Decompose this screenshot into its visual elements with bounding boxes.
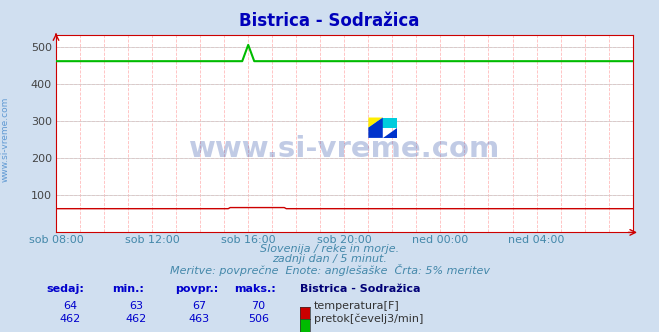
Text: min.:: min.: (112, 284, 144, 294)
Text: pretok[čevelj3/min]: pretok[čevelj3/min] (314, 314, 423, 324)
Text: 64: 64 (63, 301, 78, 311)
Text: www.si-vreme.com: www.si-vreme.com (1, 97, 10, 182)
Text: Slovenija / reke in morje.: Slovenija / reke in morje. (260, 244, 399, 254)
Text: 63: 63 (129, 301, 144, 311)
Text: www.si-vreme.com: www.si-vreme.com (188, 135, 500, 163)
Text: Bistrica - Sodražica: Bistrica - Sodražica (300, 284, 420, 294)
Text: Bistrica - Sodražica: Bistrica - Sodražica (239, 12, 420, 30)
Text: 506: 506 (248, 314, 269, 324)
Text: 67: 67 (192, 301, 206, 311)
Text: maks.:: maks.: (234, 284, 275, 294)
Text: 70: 70 (251, 301, 266, 311)
Polygon shape (368, 118, 383, 138)
Text: zadnji dan / 5 minut.: zadnji dan / 5 minut. (272, 254, 387, 264)
Polygon shape (368, 118, 397, 128)
Text: 462: 462 (126, 314, 147, 324)
Polygon shape (368, 118, 383, 128)
Text: temperatura[F]: temperatura[F] (314, 301, 399, 311)
Text: 463: 463 (188, 314, 210, 324)
Text: 462: 462 (60, 314, 81, 324)
Text: povpr.:: povpr.: (175, 284, 218, 294)
Text: Meritve: povprečne  Enote: anglešaške  Črta: 5% meritev: Meritve: povprečne Enote: anglešaške Črt… (169, 264, 490, 276)
Text: sedaj:: sedaj: (46, 284, 84, 294)
Polygon shape (383, 128, 397, 138)
